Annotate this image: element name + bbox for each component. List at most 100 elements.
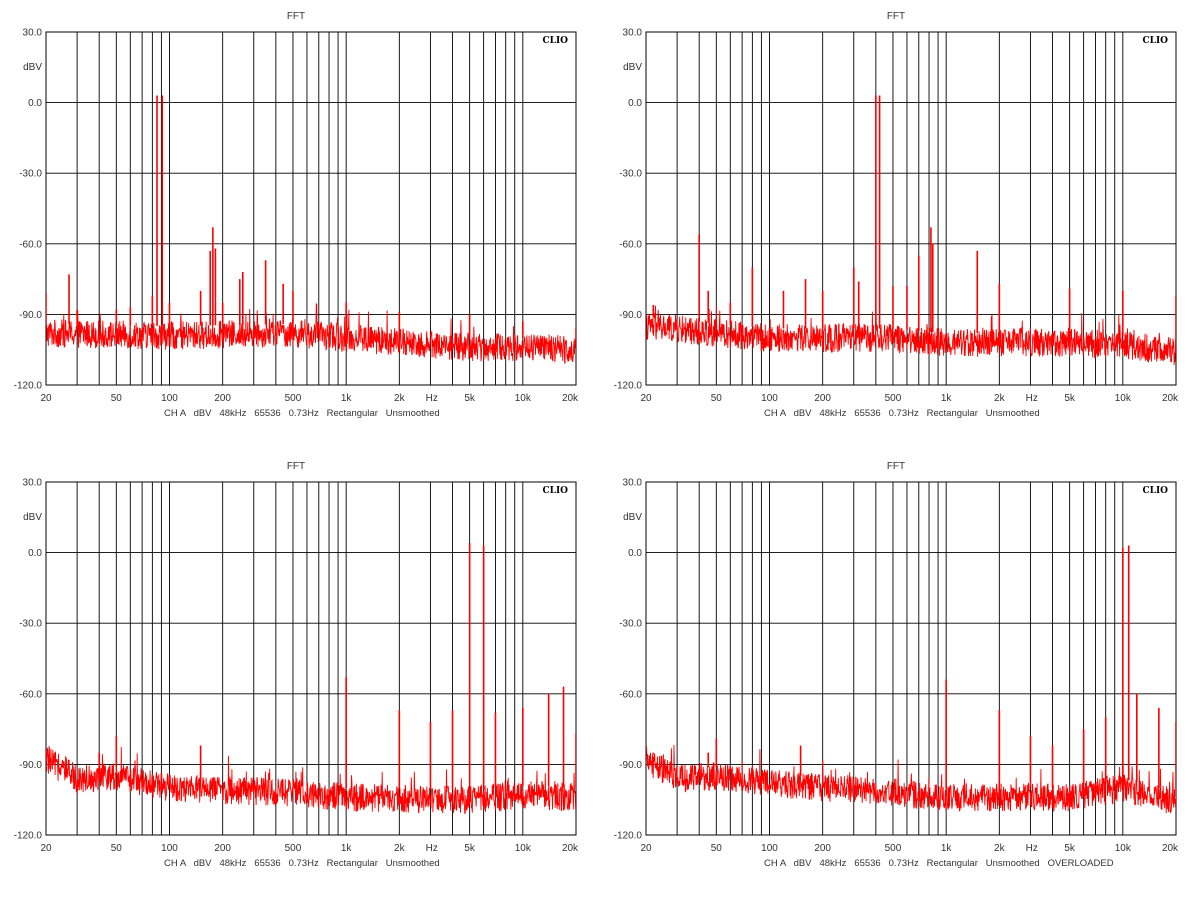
y-tick-label: -60.0 (19, 689, 42, 700)
chart-footer: CH A dBV 48kHz 65536 0.73Hz Rectangular … (764, 408, 1040, 419)
y-tick-label: 0.0 (628, 98, 642, 109)
x-tick-label: 20k (1162, 843, 1179, 854)
x-tick-label: 5k (1064, 393, 1076, 404)
fft-chart-svg: FFT 30.0 0.0 -30.0 -60.0 -90.0 -120.0 dBV 20 50 10… (14, 461, 579, 869)
x-tick-label: 50 (711, 843, 723, 854)
fft-chart-svg: FFT 30.0 0.0 -30.0 -60.0 -90.0 -120.0 dBV 20 50 10… (614, 11, 1179, 419)
y-axis-label: dBV (623, 62, 642, 73)
y-tick-label: 0.0 (28, 548, 42, 559)
y-tick-label: -60.0 (619, 689, 642, 700)
y-tick-label: 30.0 (23, 28, 43, 39)
x-tick-label: 20k (1162, 393, 1179, 404)
fft-panel-2: FFT 30.0 0.0 -30.0 -60.0 -90.0 -120.0 dBV 20 50 10… (600, 0, 1200, 450)
spectral-peaks (652, 95, 1176, 343)
x-axis-unit-label: Hz (1026, 843, 1038, 854)
plot-frame (645, 31, 1177, 386)
y-tick-label: 30.0 (623, 478, 643, 489)
x-tick-label: 1k (941, 843, 953, 854)
brand-label: CLIO (1142, 36, 1168, 46)
chart-title: FFT (887, 11, 905, 22)
x-tick-label: 100 (761, 843, 778, 854)
x-tick-label: 20k (562, 843, 579, 854)
x-tick-label: 2k (394, 843, 406, 854)
chart-title: FFT (887, 461, 905, 472)
y-tick-label: -60.0 (19, 239, 42, 250)
y-tick-label: 0.0 (628, 548, 642, 559)
chart-footer: CH A dBV 48kHz 65536 0.73Hz Rectangular … (164, 408, 440, 419)
x-tick-label: 2k (394, 393, 406, 404)
y-axis-label: dBV (23, 512, 42, 523)
spectrum-trace (46, 302, 576, 364)
y-tick-label: 30.0 (623, 28, 643, 39)
x-tick-label: 5k (464, 393, 476, 404)
brand-label: CLIO (1142, 486, 1168, 496)
spectrum-trace (46, 746, 576, 814)
chart-title: FFT (287, 11, 305, 22)
x-tick-label: 200 (814, 843, 831, 854)
x-tick-label: 500 (285, 393, 302, 404)
x-tick-label: 2k (994, 393, 1006, 404)
chart-title: FFT (287, 461, 305, 472)
x-tick-label: 10k (1115, 843, 1132, 854)
x-axis-unit-label: Hz (426, 393, 438, 404)
fft-panel-1: FFT 30.0 0.0 -30.0 -60.0 -90.0 -120.0 dBV 20 50 10… (0, 0, 600, 450)
y-tick-label: -90.0 (619, 310, 642, 321)
x-tick-label: 100 (761, 393, 778, 404)
y-tick-label: -90.0 (19, 760, 42, 771)
chart-footer: CH A dBV 48kHz 65536 0.73Hz Rectangular … (764, 858, 1114, 869)
x-tick-label: 5k (464, 843, 476, 854)
x-tick-label: 500 (285, 843, 302, 854)
x-tick-label: 1k (341, 843, 353, 854)
x-tick-label: 2k (994, 843, 1006, 854)
y-tick-label: -60.0 (619, 239, 642, 250)
y-tick-label: -120.0 (614, 831, 643, 842)
x-tick-label: 200 (214, 393, 231, 404)
y-tick-label: -30.0 (19, 169, 42, 180)
fft-chart-svg: FFT 30.0 0.0 -30.0 -60.0 -90.0 -120.0 dBV 20 50 10… (614, 461, 1179, 869)
y-tick-label: 0.0 (28, 98, 42, 109)
x-tick-label: 20 (640, 843, 652, 854)
x-axis-unit-label: Hz (1026, 393, 1038, 404)
x-tick-label: 500 (885, 393, 902, 404)
spectrum-trace (646, 305, 1176, 366)
y-axis-label: dBV (623, 512, 642, 523)
plot-frame (45, 481, 577, 836)
x-tick-label: 1k (941, 393, 953, 404)
spectral-peaks (652, 545, 1176, 793)
spectral-peaks (98, 543, 576, 791)
fft-chart-svg: FFT 30.0 0.0 -30.0 -60.0 -90.0 -120.0 dBV 20 50 10… (14, 11, 579, 419)
spectrum-trace (646, 744, 1176, 814)
x-tick-label: 20 (640, 393, 652, 404)
x-tick-label: 100 (161, 393, 178, 404)
spectral-peaks (46, 95, 576, 341)
x-tick-label: 10k (1115, 393, 1132, 404)
fft-panel-4: FFT 30.0 0.0 -30.0 -60.0 -90.0 -120.0 dBV 20 50 10… (600, 450, 1200, 900)
x-tick-label: 5k (1064, 843, 1076, 854)
y-tick-label: -90.0 (19, 310, 42, 321)
x-axis-unit-label: Hz (426, 843, 438, 854)
y-tick-label: -120.0 (14, 831, 43, 842)
x-tick-label: 10k (515, 393, 532, 404)
x-tick-label: 1k (341, 393, 353, 404)
x-tick-label: 500 (885, 843, 902, 854)
x-tick-label: 50 (711, 393, 723, 404)
brand-label: CLIO (542, 486, 568, 496)
x-tick-label: 50 (111, 393, 123, 404)
y-tick-label: -120.0 (614, 381, 643, 392)
y-tick-label: -120.0 (14, 381, 43, 392)
x-tick-label: 10k (515, 843, 532, 854)
brand-label: CLIO (542, 36, 568, 46)
x-tick-label: 100 (161, 843, 178, 854)
y-tick-label: -30.0 (619, 619, 642, 630)
y-tick-label: -30.0 (619, 169, 642, 180)
y-tick-label: 30.0 (23, 478, 43, 489)
x-tick-label: 200 (814, 393, 831, 404)
x-tick-label: 50 (111, 843, 123, 854)
x-tick-label: 20k (562, 393, 579, 404)
y-tick-label: -30.0 (19, 619, 42, 630)
x-tick-label: 200 (214, 843, 231, 854)
chart-footer: CH A dBV 48kHz 65536 0.73Hz Rectangular … (164, 858, 440, 869)
x-tick-label: 20 (40, 393, 52, 404)
y-tick-label: -90.0 (619, 760, 642, 771)
fft-panel-3: FFT 30.0 0.0 -30.0 -60.0 -90.0 -120.0 dBV 20 50 10… (0, 450, 600, 900)
